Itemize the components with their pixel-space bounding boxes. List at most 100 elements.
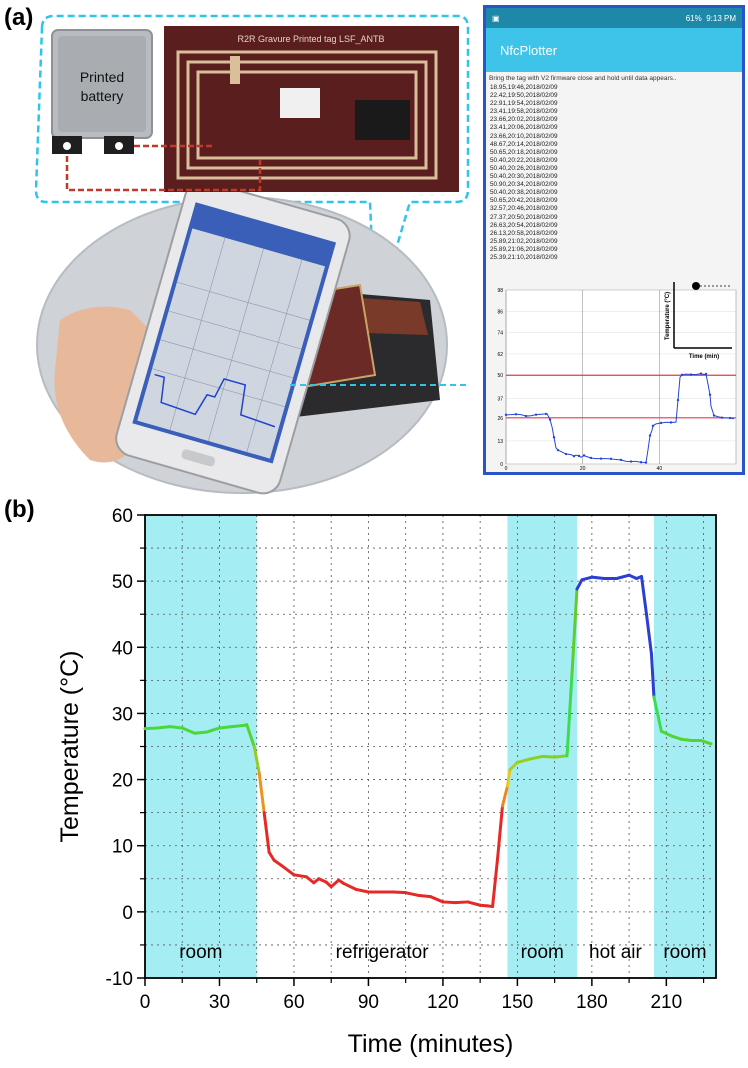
- reading-row: 50.40,20:30,2018/02/09: [490, 173, 558, 181]
- status-clock: 9:13 PM: [706, 13, 736, 23]
- image-icon: ▣: [492, 13, 500, 23]
- app-series-point: [514, 413, 518, 416]
- series-segment: [590, 575, 606, 580]
- reading-row: 22.42,19:50,2018/02/09: [490, 92, 558, 100]
- series-segment: [143, 726, 159, 731]
- region-label: room: [521, 942, 564, 963]
- series-segment: [575, 578, 584, 591]
- series-segment: [565, 672, 574, 758]
- app-plot: 98 86 74 62 50 37 26 13 00 20 40 Temperature (°C) Ti…: [497, 282, 737, 472]
- series-segment: [262, 811, 271, 854]
- instruction-text: Bring the tag with V2 firmware close and…: [489, 75, 677, 82]
- app-series-point: [689, 373, 693, 376]
- x-tick-label: 150: [502, 992, 534, 1013]
- series-segment: [354, 887, 370, 894]
- series-segment: [640, 575, 648, 616]
- battery-label-line1: Printed: [80, 69, 124, 85]
- device-photo-illustration: Printed battery R2R Gravure Printed tag …: [34, 14, 470, 495]
- region-label: room: [179, 942, 222, 963]
- callout-outline: [34, 14, 470, 321]
- shaded-region: [653, 515, 716, 978]
- app-y-tick: 26: [497, 416, 503, 422]
- app-series-point: [629, 460, 633, 463]
- y-tick-label: 50: [112, 572, 133, 593]
- reading-row: 27.37,20:50,2018/02/09: [490, 213, 558, 221]
- app-legend-x: Time (min): [689, 354, 719, 360]
- app-series-point: [572, 454, 576, 458]
- series-segment: [168, 725, 184, 730]
- series-segment: [649, 652, 656, 699]
- y-tick-label: 30: [112, 704, 133, 725]
- x-tick-label: 210: [650, 992, 682, 1013]
- panel-b-label: (b): [4, 496, 35, 523]
- series-segment: [644, 612, 653, 656]
- app-y-tick: 50: [497, 373, 503, 379]
- series-segment: [466, 900, 482, 907]
- series-segment: [230, 723, 246, 729]
- series-segment: [272, 858, 284, 868]
- series-segment: [205, 726, 221, 734]
- x-axis-title: Time (minutes): [348, 1030, 514, 1058]
- reading-row: 22.91,19:54,2018/02/09: [490, 100, 558, 108]
- battery-label-line2: battery: [81, 88, 124, 104]
- app-series-point: [589, 456, 593, 460]
- series-segment: [540, 754, 557, 759]
- series-segment: [404, 891, 420, 897]
- app-plot-area: [505, 289, 737, 465]
- reading-row: 50.40,20:22,2018/02/09: [490, 156, 558, 164]
- series-segment: [553, 754, 569, 759]
- smartphone: [115, 180, 351, 495]
- app-series-point: [699, 372, 703, 375]
- app-x-tick: 0: [505, 466, 508, 472]
- app-y-tick: 13: [497, 439, 503, 445]
- phone-app-screenshot: ▣ 61% 9:13 PM NfcPlotter Bring the tag w…: [483, 5, 745, 475]
- series-segment: [391, 890, 408, 895]
- app-series-point: [676, 398, 680, 402]
- series-segment: [441, 900, 457, 905]
- app-series-point: [582, 454, 586, 457]
- app-y-tick: 37: [497, 396, 503, 402]
- app-title: NfcPlotter: [500, 42, 558, 58]
- app-series-point: [548, 418, 552, 421]
- region-label: room: [663, 942, 706, 963]
- reading-row: 25.89,21:06,2018/02/09: [490, 245, 558, 253]
- app-y-tick: 74: [497, 331, 503, 337]
- reading-row: 23.66,20:02,2018/02/09: [490, 116, 558, 124]
- y-tick-label: 40: [112, 638, 133, 659]
- app-x-tick: 20: [580, 466, 586, 472]
- app-series-point: [704, 372, 708, 376]
- series-segment: [416, 893, 432, 899]
- series-segment: [342, 881, 358, 891]
- series-segment: [528, 754, 544, 761]
- y-tick-label: -10: [106, 969, 133, 990]
- app-series-point: [639, 461, 643, 464]
- panel-a-label: (a): [4, 4, 34, 31]
- series-segment: [508, 760, 519, 772]
- series-segment: [180, 726, 197, 735]
- app-series-point: [599, 457, 603, 460]
- app-y-tick: 62: [497, 352, 503, 358]
- series-segment: [496, 804, 504, 861]
- series-segment: [267, 850, 276, 862]
- reading-row: 32.57,20:46,2018/02/09: [490, 205, 558, 213]
- reading-row: 50.65,20:18,2018/02/09: [490, 148, 558, 156]
- series-segment: [292, 873, 308, 879]
- app-legend-y: Temperature (°C): [665, 292, 671, 340]
- app-series-point: [651, 424, 655, 428]
- reading-row: 50.65,20:42,2018/02/09: [490, 197, 558, 205]
- reading-row: 23.41,19:58,2018/02/09: [490, 108, 558, 116]
- app-series-point: [644, 461, 648, 464]
- series-segment: [252, 745, 261, 775]
- series-segment: [652, 695, 663, 733]
- app-x-tick: 40: [657, 466, 663, 472]
- reading-row: 26.63,20:54,2018/02/09: [490, 221, 558, 229]
- reading-row: 18.95,19:46,2018/02/09: [490, 84, 558, 91]
- reading-row: 50.40,20:26,2018/02/09: [490, 164, 558, 172]
- app-series-point: [728, 416, 732, 420]
- series-segment: [615, 573, 631, 580]
- app-series-point: [577, 454, 581, 458]
- series-segment: [659, 729, 673, 738]
- app-title-bar: NfcPlotter: [486, 28, 742, 72]
- reading-list: 18.95,19:46,2018/02/09 22.42,19:50,2018/0…: [486, 84, 742, 262]
- app-plot-legend: Temperature (°C) Time (min): [665, 282, 732, 360]
